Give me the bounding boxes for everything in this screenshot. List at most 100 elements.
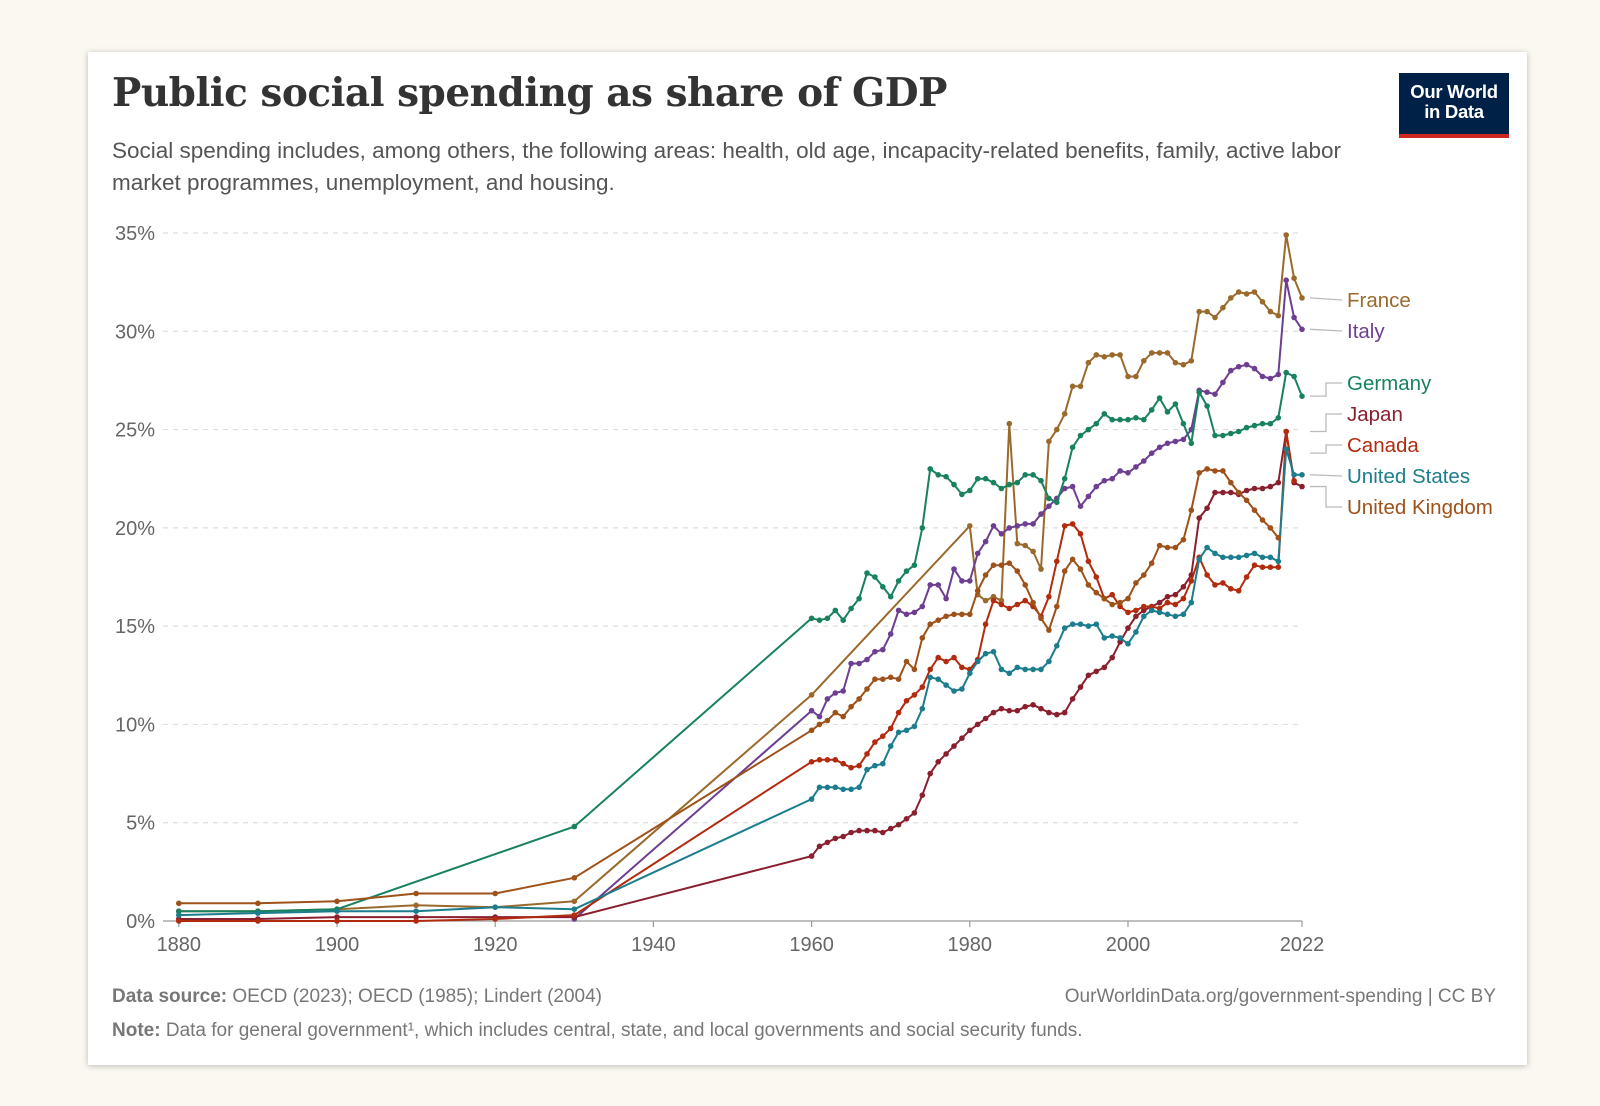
data-point-japan xyxy=(959,735,965,741)
data-point-germany xyxy=(1006,481,1013,488)
data-source: Data source: OECD (2023); OECD (1985); L… xyxy=(112,986,602,1008)
data-point-united-states xyxy=(872,762,878,769)
data-point-germany xyxy=(1212,432,1218,439)
data-point-france xyxy=(1259,299,1266,305)
data-point-united-kingdom xyxy=(1061,568,1068,574)
data-point-france xyxy=(413,902,419,909)
data-point-italy xyxy=(1228,367,1234,374)
series-label-canada: Canada xyxy=(1347,434,1419,457)
y-tick-label-20: 20% xyxy=(115,518,155,540)
data-point-canada xyxy=(895,709,902,716)
data-point-germany xyxy=(1299,393,1305,400)
data-point-canada xyxy=(1061,523,1068,529)
data-point-italy xyxy=(808,707,815,714)
data-point-japan xyxy=(1196,515,1202,521)
data-point-united-kingdom xyxy=(1109,601,1115,608)
data-point-canada xyxy=(1077,531,1084,537)
data-point-united-kingdom xyxy=(1259,517,1266,523)
data-point-france xyxy=(1172,359,1179,366)
data-point-japan xyxy=(1069,696,1076,702)
data-point-italy xyxy=(998,531,1005,537)
data-point-japan xyxy=(967,727,973,734)
data-point-italy xyxy=(1014,523,1021,529)
data-point-japan xyxy=(1085,672,1092,679)
data-point-united-states xyxy=(1030,666,1036,673)
data-point-united-states xyxy=(1046,658,1052,665)
data-point-germany xyxy=(1291,373,1297,380)
note-text: Data for general government¹, which incl… xyxy=(165,1020,1083,1041)
data-point-united-states xyxy=(1204,544,1210,551)
data-point-germany xyxy=(903,568,910,574)
data-point-japan xyxy=(927,770,933,777)
data-point-france xyxy=(1006,420,1013,427)
y-tick-label-5: 5% xyxy=(126,813,155,835)
y-tick-label-25: 25% xyxy=(115,420,155,442)
data-point-italy xyxy=(840,688,846,694)
data-point-united-states xyxy=(1061,625,1068,631)
data-point-france xyxy=(1212,314,1218,321)
data-point-canada xyxy=(1148,603,1155,610)
data-point-united-kingdom xyxy=(840,713,846,720)
data-point-canada xyxy=(1172,601,1179,608)
data-point-united-states xyxy=(1172,613,1179,620)
data-point-germany xyxy=(848,605,854,612)
data-point-germany xyxy=(864,570,870,576)
data-point-united-states xyxy=(990,648,997,655)
data-point-germany xyxy=(982,475,989,482)
data-point-united-kingdom xyxy=(880,676,886,682)
data-point-germany xyxy=(935,472,941,478)
data-point-japan xyxy=(911,810,918,816)
data-point-france xyxy=(1101,354,1108,360)
data-point-united-states xyxy=(951,688,957,694)
owid-logo[interactable]: Our World in Data xyxy=(1399,73,1509,138)
data-point-united-kingdom xyxy=(1275,534,1282,541)
data-point-italy xyxy=(919,603,926,610)
data-point-japan xyxy=(1228,489,1234,496)
x-tick-label-1960: 1960 xyxy=(789,934,834,956)
data-point-italy xyxy=(990,523,997,529)
data-point-united-states xyxy=(1038,666,1044,673)
chart-subtitle: Social spending includes, among others, … xyxy=(112,138,1342,195)
data-point-united-states xyxy=(1196,556,1202,563)
x-tick-label-2022: 2022 xyxy=(1280,934,1325,956)
data-point-japan xyxy=(903,816,910,822)
y-tick-label-35: 35% xyxy=(115,223,155,245)
data-point-japan xyxy=(816,843,823,850)
data-point-japan xyxy=(413,914,419,920)
data-point-canada xyxy=(935,654,941,661)
data-point-united-states xyxy=(967,670,973,677)
data-point-germany xyxy=(1259,420,1266,427)
data-point-italy xyxy=(848,660,854,667)
data-point-france xyxy=(1046,438,1052,445)
data-point-france xyxy=(982,597,989,604)
data-point-japan xyxy=(943,751,949,757)
data-point-united-kingdom xyxy=(1133,580,1139,586)
series-label-united-kingdom: United Kingdom xyxy=(1347,496,1493,519)
data-point-germany xyxy=(824,615,831,622)
data-point-italy xyxy=(903,611,910,618)
data-point-germany xyxy=(959,491,965,498)
data-point-italy xyxy=(1267,375,1274,382)
data-point-italy xyxy=(872,648,878,655)
data-point-italy xyxy=(1093,483,1100,490)
data-point-italy xyxy=(1172,438,1179,445)
source-url[interactable]: OurWorldinData.org/government-spending |… xyxy=(1064,986,1496,1007)
data-point-japan xyxy=(808,853,815,859)
data-point-japan xyxy=(1275,479,1282,486)
data-point-germany xyxy=(1022,472,1028,478)
data-point-united-states xyxy=(1291,472,1297,478)
data-point-france xyxy=(1109,352,1115,358)
data-point-japan xyxy=(1006,707,1013,714)
data-point-united-states xyxy=(911,723,918,730)
data-point-france xyxy=(1291,275,1297,282)
series-label-germany: Germany xyxy=(1347,372,1432,395)
data-point-germany xyxy=(1235,428,1242,435)
data-point-canada xyxy=(856,762,862,769)
data-point-italy xyxy=(1275,371,1282,378)
data-point-united-states xyxy=(935,676,941,682)
data-point-japan xyxy=(1109,654,1115,661)
data-point-germany xyxy=(1014,479,1021,486)
data-point-canada xyxy=(982,621,989,627)
series-line-canada xyxy=(178,430,1296,922)
